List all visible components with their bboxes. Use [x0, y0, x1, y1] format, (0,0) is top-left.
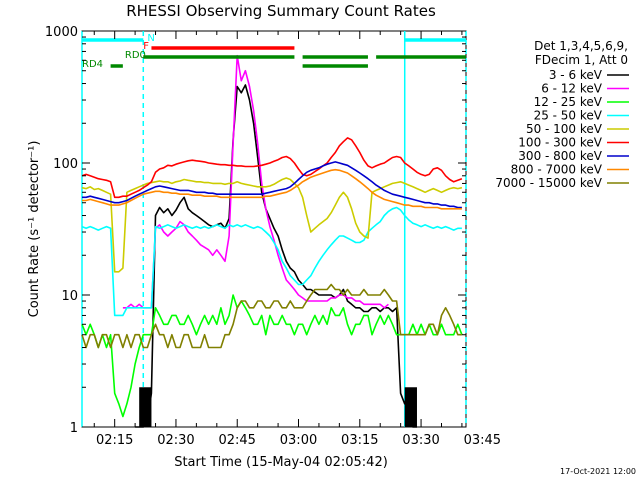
x-tick-label: 02:45	[218, 433, 255, 448]
legend-label-12-25-kev: 12 - 25 keV	[534, 95, 603, 109]
x-tick-label: 03:45	[464, 433, 501, 448]
legend-label-300-800-kev: 300 - 800 keV	[518, 149, 602, 163]
state-bar-label-n: N	[147, 33, 154, 44]
legend-label-100-300-kev: 100 - 300 keV	[518, 136, 602, 150]
x-tick-label: 03:00	[280, 433, 317, 448]
state-bar-label-rd0: RD0	[125, 50, 146, 61]
chart-title: RHESSI Observing Summary Count Rates	[126, 2, 436, 20]
legend-label-7000-15000-kev: 7000 - 15000 keV	[495, 176, 602, 190]
legend-label-6-12-kev: 6 - 12 keV	[541, 82, 603, 96]
legend-label-3-6-kev: 3 - 6 keV	[549, 68, 603, 82]
y-tick-label: 100	[53, 157, 78, 172]
attenuator-bars	[139, 387, 417, 427]
legend-label-50-100-kev: 50 - 100 keV	[526, 122, 603, 136]
legend-label-25-50-kev: 25 - 50 keV	[534, 109, 603, 123]
attenuator-bar-0	[139, 387, 152, 427]
x-tick-label: 03:30	[402, 433, 439, 448]
legend: Det 1,3,4,5,6,9, FDecim 1, Att 0 3 - 6 k…	[495, 39, 629, 190]
legend-header-line-1: Det 1,3,4,5,6,9,	[534, 39, 628, 53]
series-line-3-6-kev	[135, 84, 417, 428]
x-tick-label: 03:15	[341, 433, 378, 448]
y-tick-label: 10	[61, 289, 78, 304]
y-axis-label: Count Rate (s⁻¹ detector⁻¹)	[27, 141, 42, 318]
y-tick-label: 1000	[45, 25, 78, 40]
legend-label-800-7000-kev: 800 - 7000 keV	[511, 163, 603, 177]
x-tick-label: 02:30	[157, 433, 194, 448]
x-axis-label: Start Time (15-May-04 02:05:42)	[174, 455, 388, 470]
x-tick-label: 02:15	[96, 433, 133, 448]
y-tick-label: 1	[70, 421, 78, 436]
y-axis: 1 10 100 1000	[45, 25, 466, 436]
vertical-markers	[81, 31, 467, 427]
legend-header-line-2: FDecim 1, Att 0	[535, 53, 628, 67]
footer-date: 17-Oct-2021 12:00	[560, 467, 636, 476]
series-layer	[81, 54, 463, 428]
state-bar-label-rd4: RD4	[82, 59, 103, 70]
series-line-6-12-kev	[122, 54, 389, 309]
series-line-12-25-kev	[81, 294, 463, 418]
series-line-25-50-kev	[81, 206, 462, 317]
series-line-50-100-kev	[81, 177, 463, 273]
series-line-300-800-kev	[82, 161, 462, 209]
series-line-7000-15000-kev	[81, 283, 462, 349]
series-line-100-300-kev	[81, 137, 463, 199]
state-bar-label-f: F	[143, 41, 149, 52]
attenuator-bar-1	[404, 387, 417, 427]
series-line-800-7000-kev	[82, 168, 462, 210]
x-axis: 02:15 02:30 02:45 03:00 03:15 03:30 03:45	[93, 31, 501, 448]
